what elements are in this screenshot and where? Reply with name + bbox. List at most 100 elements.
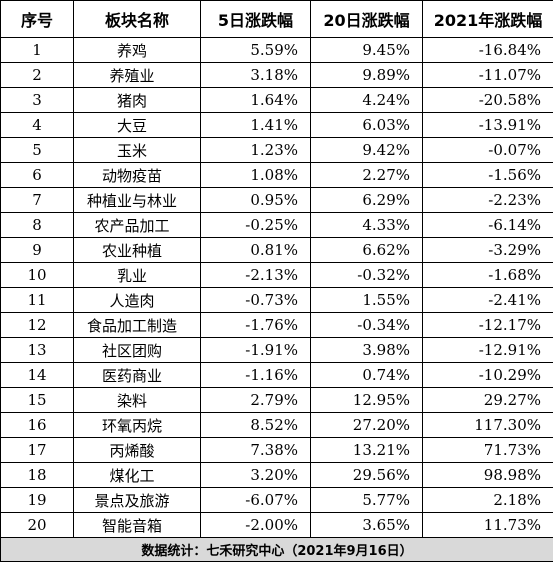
change-2021-cell: 98.98% <box>422 462 553 488</box>
table-row: 6 动物疫苗 1.08% 2.27% -1.56% <box>0 162 553 188</box>
change-20day-cell: 4.33% <box>310 212 423 238</box>
index-cell: 15 <box>0 387 74 413</box>
change-20day-cell: 3.65% <box>310 512 423 538</box>
change-20day-cell: 6.62% <box>310 237 423 263</box>
sector-name-cell: 食品加工制造 <box>73 312 201 338</box>
header-2021-change: 2021年涨跌幅 <box>422 0 553 38</box>
change-20day-cell: 27.20% <box>310 412 423 438</box>
change-5day-cell: 1.64% <box>200 87 311 113</box>
change-20day-cell: 3.98% <box>310 337 423 363</box>
change-20day-cell: 9.42% <box>310 137 423 163</box>
sector-name-cell: 煤化工 <box>73 462 201 488</box>
change-2021-cell: 11.73% <box>422 512 553 538</box>
change-5day-cell: -1.16% <box>200 362 311 388</box>
sector-name-cell: 养殖业 <box>73 62 201 88</box>
change-5day-cell: -6.07% <box>200 487 311 513</box>
change-5day-cell: 0.81% <box>200 237 311 263</box>
sector-name-cell: 丙烯酸 <box>73 437 201 463</box>
change-5day-cell: 1.08% <box>200 162 311 188</box>
change-20day-cell: 6.29% <box>310 187 423 213</box>
index-cell: 13 <box>0 337 74 363</box>
change-5day-cell: -1.76% <box>200 312 311 338</box>
change-20day-cell: 5.77% <box>310 487 423 513</box>
table-row: 11 人造肉 -0.73% 1.55% -2.41% <box>0 287 553 313</box>
index-cell: 14 <box>0 362 74 388</box>
index-cell: 1 <box>0 37 74 63</box>
sector-name-cell: 动物疫苗 <box>73 162 201 188</box>
header-5day-change: 5日涨跌幅 <box>200 0 311 38</box>
change-2021-cell: -6.14% <box>422 212 553 238</box>
table-row: 20 智能音箱 -2.00% 3.65% 11.73% <box>0 512 553 538</box>
change-2021-cell: -3.29% <box>422 237 553 263</box>
sector-name-cell: 猪肉 <box>73 87 201 113</box>
table-body: 1 养鸡 5.59% 9.45% -16.84% 2 养殖业 3.18% 9.89% -11.07… <box>0 37 553 538</box>
index-cell: 9 <box>0 237 74 263</box>
change-20day-cell: -0.32% <box>310 262 423 288</box>
sector-name-cell: 社区团购 <box>73 337 201 363</box>
header-20day-change: 20日涨跌幅 <box>310 0 423 38</box>
sector-name-cell: 景点及旅游 <box>73 487 201 513</box>
change-5day-cell: 0.95% <box>200 187 311 213</box>
change-5day-cell: 8.52% <box>200 412 311 438</box>
sector-name-cell: 乳业 <box>73 262 201 288</box>
change-20day-cell: 4.24% <box>310 87 423 113</box>
change-2021-cell: -12.17% <box>422 312 553 338</box>
table-row: 14 医药商业 -1.16% 0.74% -10.29% <box>0 362 553 388</box>
change-2021-cell: -2.41% <box>422 287 553 313</box>
table-row: 16 环氧丙烷 8.52% 27.20% 117.30% <box>0 412 553 438</box>
change-20day-cell: -0.34% <box>310 312 423 338</box>
change-5day-cell: 5.59% <box>200 37 311 63</box>
index-cell: 11 <box>0 287 74 313</box>
change-5day-cell: 2.79% <box>200 387 311 413</box>
change-2021-cell: -1.68% <box>422 262 553 288</box>
table-row: 19 景点及旅游 -6.07% 5.77% 2.18% <box>0 487 553 513</box>
sector-name-cell: 人造肉 <box>73 287 201 313</box>
change-2021-cell: -0.07% <box>422 137 553 163</box>
table-row: 2 养殖业 3.18% 9.89% -11.07% <box>0 62 553 88</box>
change-20day-cell: 1.55% <box>310 287 423 313</box>
change-5day-cell: 1.41% <box>200 112 311 138</box>
index-cell: 10 <box>0 262 74 288</box>
index-cell: 3 <box>0 87 74 113</box>
change-5day-cell: 1.23% <box>200 137 311 163</box>
table-row: 17 丙烯酸 7.38% 13.21% 71.73% <box>0 437 553 463</box>
table-footer: 数据统计：七禾研究中心（2021年9月16日） <box>0 537 553 562</box>
index-cell: 6 <box>0 162 74 188</box>
change-20day-cell: 12.95% <box>310 387 423 413</box>
index-cell: 7 <box>0 187 74 213</box>
header-sector-name: 板块名称 <box>73 0 201 38</box>
change-5day-cell: -2.13% <box>200 262 311 288</box>
index-cell: 2 <box>0 62 74 88</box>
change-2021-cell: -13.91% <box>422 112 553 138</box>
table-row: 18 煤化工 3.20% 29.56% 98.98% <box>0 462 553 488</box>
change-5day-cell: -0.25% <box>200 212 311 238</box>
index-cell: 17 <box>0 437 74 463</box>
change-5day-cell: -1.91% <box>200 337 311 363</box>
header-row: 序号 板块名称 5日涨跌幅 20日涨跌幅 2021年涨跌幅 <box>0 0 553 38</box>
index-cell: 5 <box>0 137 74 163</box>
sector-name-cell: 养鸡 <box>73 37 201 63</box>
change-2021-cell: -1.56% <box>422 162 553 188</box>
table-row: 5 玉米 1.23% 9.42% -0.07% <box>0 137 553 163</box>
sector-name-cell: 环氧丙烷 <box>73 412 201 438</box>
sector-name-cell: 大豆 <box>73 112 201 138</box>
change-20day-cell: 9.45% <box>310 37 423 63</box>
sector-name-cell: 农产品加工 <box>73 212 201 238</box>
index-cell: 18 <box>0 462 74 488</box>
change-5day-cell: 3.18% <box>200 62 311 88</box>
table-row: 3 猪肉 1.64% 4.24% -20.58% <box>0 87 553 113</box>
sector-name-cell: 农业种植 <box>73 237 201 263</box>
table-row: 1 养鸡 5.59% 9.45% -16.84% <box>0 37 553 63</box>
change-20day-cell: 13.21% <box>310 437 423 463</box>
change-2021-cell: 2.18% <box>422 487 553 513</box>
change-2021-cell: 117.30% <box>422 412 553 438</box>
change-5day-cell: 7.38% <box>200 437 311 463</box>
change-20day-cell: 0.74% <box>310 362 423 388</box>
table-row: 12 食品加工制造 -1.76% -0.34% -12.17% <box>0 312 553 338</box>
change-20day-cell: 6.03% <box>310 112 423 138</box>
change-2021-cell: -20.58% <box>422 87 553 113</box>
table-row: 9 农业种植 0.81% 6.62% -3.29% <box>0 237 553 263</box>
change-2021-cell: -2.23% <box>422 187 553 213</box>
sector-name-cell: 种植业与林业 <box>73 187 201 213</box>
table-header: 序号 板块名称 5日涨跌幅 20日涨跌幅 2021年涨跌幅 <box>0 0 553 38</box>
